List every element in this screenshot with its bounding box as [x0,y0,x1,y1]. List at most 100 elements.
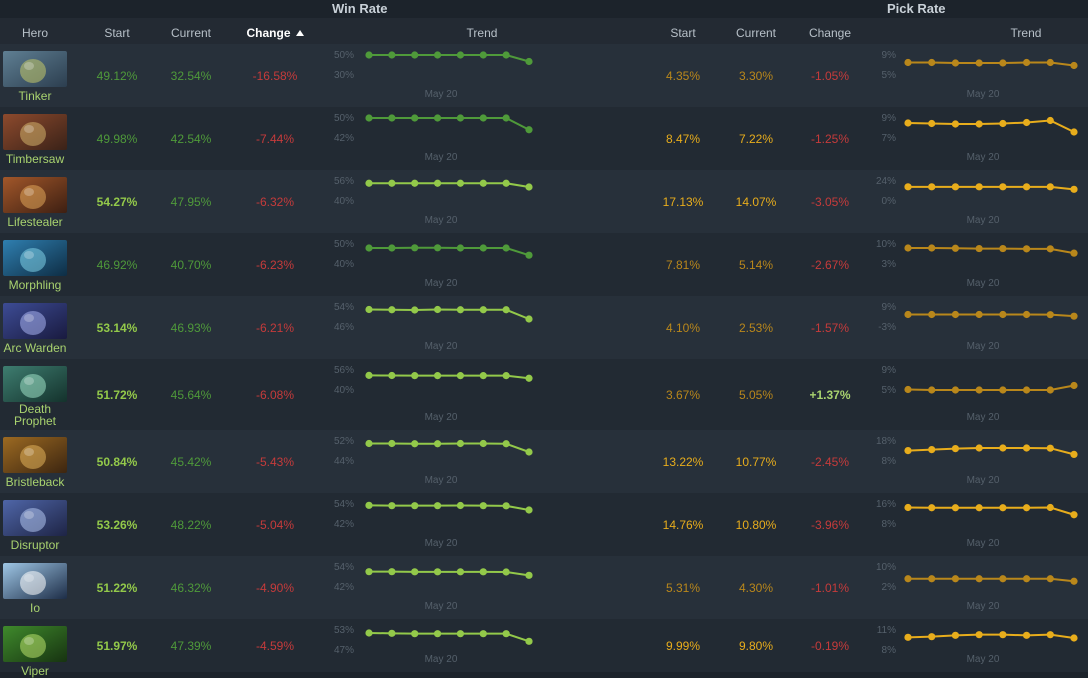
pr-trend-sparkline: 9% -3% May 20 [878,302,1078,352]
wr-trend-min-label: 40% [334,196,354,207]
hero-column-header[interactable]: Hero [21,26,48,40]
hero-name[interactable]: Disruptor [10,538,60,552]
sort-ascending-icon [295,30,304,36]
wr-trend-max-label: 56% [334,365,354,376]
table-row[interactable]: Morphling 46.92% 40.70% -6.23% 50% 40% May 20 7… [0,233,1088,296]
wr-change-column-header[interactable]: Change [235,18,315,44]
hero-cell[interactable]: Arc Warden [0,296,72,359]
wr-trend-point-1 [388,371,396,380]
tinker-portrait [3,51,67,87]
table-row[interactable]: Death Prophet 51.72% 45.64% -6.08% 56% 40% May … [0,359,1088,430]
wr-trend-date-label: May 20 [425,215,458,226]
hero-cell[interactable]: Viper [0,619,72,677]
table-row[interactable]: Viper 51.97% 47.39% -4.59% 53% 47% May 20 9.99%… [0,619,1088,677]
wr-trend-point-4 [456,51,465,59]
wr-trend-sparkline: 50% 42% May 20 [334,113,533,163]
hero-cell[interactable]: Lifestealer [0,170,72,233]
pr-change-value: -3.05% [810,195,850,209]
wr-trend-point-7 [525,251,533,259]
table-row[interactable]: Disruptor 53.26% 48.22% -5.04% 54% 42% May 20 1… [0,493,1088,556]
wr-trend-point-3 [433,568,442,576]
pr-change-value: -1.05% [810,69,850,83]
hero-cell[interactable]: Io [0,556,72,619]
pr-trend-date-label: May 20 [967,215,1000,226]
hero-name[interactable]: Timbersaw [5,152,65,166]
pr-change-value: -3.96% [810,518,850,532]
wr-trend-point-0 [365,629,373,637]
pr-trend-point-0 [904,575,912,583]
pr-trend-line [907,633,1075,639]
wr-start-column-header[interactable]: Start [104,26,130,40]
pr-change-column-header[interactable]: Change [808,26,852,40]
wr-trend-max-label: 50% [334,50,354,61]
hero-cell[interactable]: Tinker [0,44,72,107]
pr-trend-point-3 [975,444,983,452]
pr-trend-point-2 [951,445,960,453]
hero-name[interactable]: Arc Warden [3,341,67,355]
table-row[interactable]: Arc Warden 53.14% 46.93% -6.21% 54% 46% May 20… [0,296,1088,359]
wr-trend-point-3 [433,51,442,59]
wr-trend-point-6 [502,51,510,59]
wr-trend-line [369,182,530,188]
wr-trend-date-label: May 20 [425,341,458,352]
hero-name[interactable]: Bristleback [5,475,65,489]
table-row[interactable]: Io 51.22% 46.32% -4.90% 54% 42% May 20 5.31% 4.3… [0,556,1088,619]
hero-cell[interactable]: Timbersaw [0,107,72,170]
wr-current-column-header[interactable]: Current [170,26,211,40]
pr-trend-point-2 [951,59,960,67]
pr-trend-min-label: 0% [882,196,897,207]
hero-name[interactable]: Io [29,601,40,615]
wr-trend-sparkline: 50% 40% May 20 [334,239,533,289]
hero-cell[interactable]: Morphling [0,233,72,296]
arc-warden-portrait [3,303,67,339]
wr-trend-point-4 [456,501,465,510]
wr-trend-point-1 [388,179,396,187]
hero-name[interactable]: Lifestealer [7,215,63,229]
pr-trend-column-header[interactable]: Trend [1010,26,1042,40]
table-row[interactable]: Lifestealer 54.27% 47.95% -6.32% 56% 40% May 2… [0,170,1088,233]
wr-current-value: 47.39% [170,639,212,653]
pr-start-column-header[interactable]: Start [670,26,696,40]
wr-trend-point-2 [411,630,419,638]
pr-current-column-header[interactable]: Current [735,26,776,40]
wr-trend-line [369,54,530,63]
wr-start-value: 51.72% [96,388,138,402]
hero-name[interactable]: Tinker [18,89,52,103]
pr-change-value: +1.37% [809,388,851,402]
pr-trend-point-5 [1022,310,1031,319]
wr-current-value: 46.93% [170,321,212,335]
hero-cell[interactable]: Death Prophet [0,359,72,430]
table-row[interactable]: Tinker 49.12% 32.54% -16.58% 50% 30% May 20 4.3… [0,44,1088,107]
pr-trend-sparkline: 9% 7% May 20 [882,113,1078,163]
hero-cell[interactable]: Disruptor [0,493,72,556]
pr-trend-point-0 [904,385,912,394]
hero-name[interactable]: Death Prophet [13,402,57,428]
table-row[interactable]: Bristleback 50.84% 45.42% -5.43% 52% 44% May 2… [0,430,1088,493]
table-row[interactable]: Timbersaw 49.98% 42.54% -7.44% 50% 42% May 20 8… [0,107,1088,170]
hero-name[interactable]: Viper [21,664,49,678]
wr-trend-point-2 [411,51,419,59]
wr-trend-column-header[interactable]: Trend [466,26,498,40]
pr-trend-point-4 [999,310,1007,319]
pick-rate-group-title: Pick Rate [887,1,946,16]
pr-trend-min-label: 8% [882,645,897,656]
hero-cell[interactable]: Bristleback [0,430,72,493]
pr-start-value: 14.76% [662,518,704,532]
pr-trend-min-label: 5% [882,70,897,81]
pr-trend-point-3 [975,504,983,512]
pr-trend-point-7 [1070,450,1078,458]
pr-trend-point-1 [928,183,936,191]
wr-trend-point-7 [525,126,533,134]
wr-trend-sparkline: 53% 47% May 20 [334,625,533,665]
wr-trend-date-label: May 20 [425,654,458,665]
pr-trend-point-5 [1022,183,1031,191]
wr-trend-point-7 [525,315,533,323]
pr-start-value: 8.47% [665,132,701,146]
win-rate-group-title: Win Rate [332,1,388,16]
hero-name[interactable]: Morphling [8,278,62,292]
lifestealer-portrait [3,177,67,213]
wr-trend-point-2 [411,244,419,252]
pr-trend-point-1 [928,119,936,128]
pr-trend-point-0 [904,183,912,191]
wr-start-value: 49.98% [96,132,138,146]
